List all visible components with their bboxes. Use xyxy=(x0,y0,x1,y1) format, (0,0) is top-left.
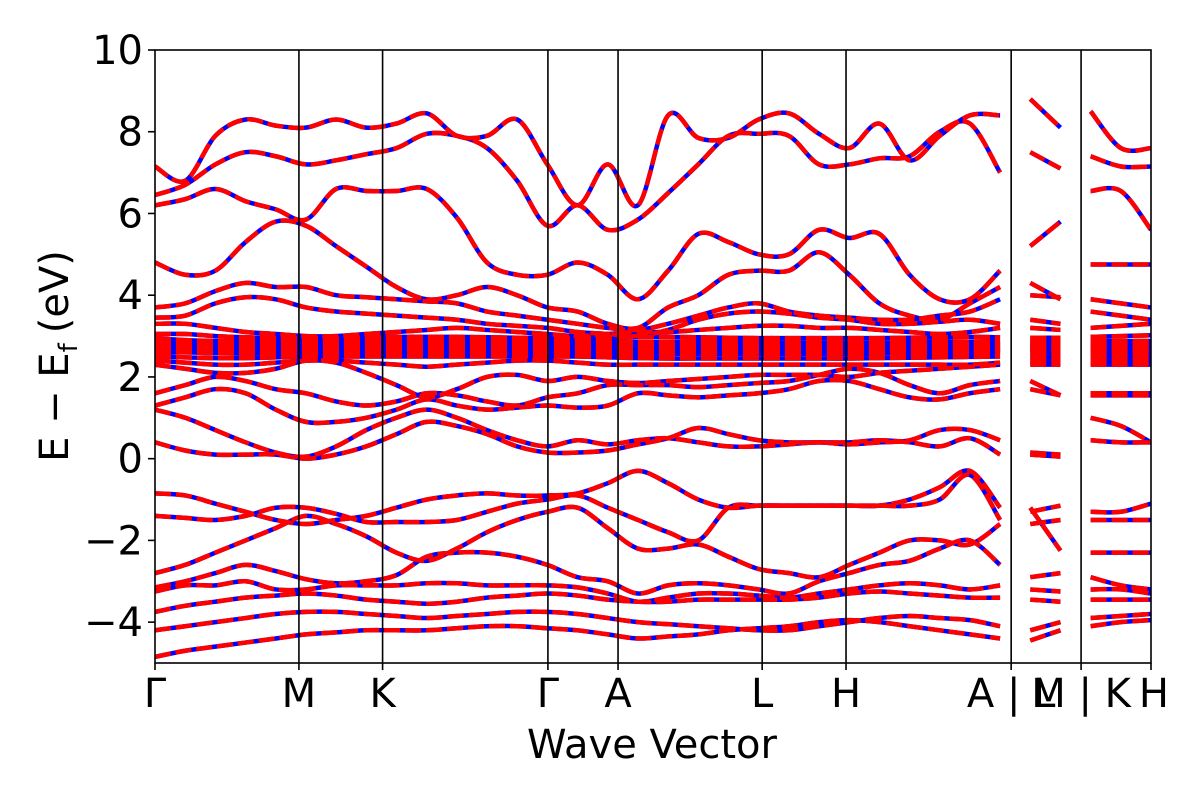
band-line-dashed xyxy=(155,97,1151,209)
x-tick-label: A | L xyxy=(967,671,1056,717)
band-line-dashed xyxy=(155,118,1151,233)
x-tick-label: K xyxy=(369,671,397,717)
y-axis-label-sub: f xyxy=(54,342,84,352)
band-line-dashed xyxy=(155,341,1151,351)
x-tick-label: M | K xyxy=(1031,671,1132,717)
x-tick-label: H xyxy=(831,671,861,717)
y-axis-label-main: E − E xyxy=(32,352,78,462)
x-tick-label: Γ xyxy=(537,671,560,717)
band-line-solid xyxy=(155,617,1151,660)
kpoint-lines xyxy=(298,50,1082,663)
y-tick-label: 10 xyxy=(92,28,143,74)
y-axis-label-unit: (eV) xyxy=(32,250,78,333)
band-line-dashed xyxy=(155,377,1151,426)
x-tick-label: Γ xyxy=(144,671,167,717)
band-line-dashed xyxy=(155,350,1151,357)
band-line-solid xyxy=(155,118,1151,233)
band-line-dashed xyxy=(155,366,1151,408)
band-line-dashed xyxy=(155,184,1151,305)
band-line-dashed xyxy=(155,407,1151,460)
y-tick-label: −2 xyxy=(84,518,143,564)
band-line-solid xyxy=(155,609,1151,633)
band-line-dashed xyxy=(155,617,1151,660)
band-line-dashed xyxy=(155,357,1151,400)
band-line-dashed xyxy=(155,331,1151,341)
y-axis-label: E − Ef (eV) xyxy=(32,250,84,462)
band-line-dashed xyxy=(155,280,1151,333)
bands-layer xyxy=(155,97,1151,660)
x-axis-label: Wave Vector xyxy=(527,722,778,768)
y-tick-label: −4 xyxy=(84,600,143,646)
x-tick-label: L xyxy=(751,671,774,717)
plot-frame xyxy=(154,49,1152,664)
y-tick-label: 8 xyxy=(118,110,143,156)
y-tick-label: 4 xyxy=(118,273,143,319)
x-tick-label: H xyxy=(1139,671,1169,717)
band-line-dashed xyxy=(155,578,1151,605)
y-tick-label: 6 xyxy=(118,191,143,237)
band-line-dashed xyxy=(155,589,1151,615)
band-line-dashed xyxy=(155,537,1151,597)
band-line-dashed xyxy=(155,218,1151,332)
y-axis-ticks: −4 −2 0 2 4 6 8 10 xyxy=(84,28,155,646)
band-line-dashed xyxy=(155,472,1151,544)
band-line-solid xyxy=(155,218,1151,332)
band-line-dashed xyxy=(155,335,1151,345)
x-tick-label: M xyxy=(282,671,317,717)
band-line-dashed xyxy=(155,419,1151,461)
y-tick-label: 2 xyxy=(118,355,143,401)
band-line-dashed xyxy=(155,358,1151,369)
band-line-dashed xyxy=(155,354,1151,361)
band-line-dashed xyxy=(155,504,1151,580)
band-line-dashed xyxy=(155,294,1151,339)
x-tick-label: A xyxy=(604,671,632,717)
y-tick-label: 0 xyxy=(118,437,143,483)
band-line-solid xyxy=(155,407,1151,460)
